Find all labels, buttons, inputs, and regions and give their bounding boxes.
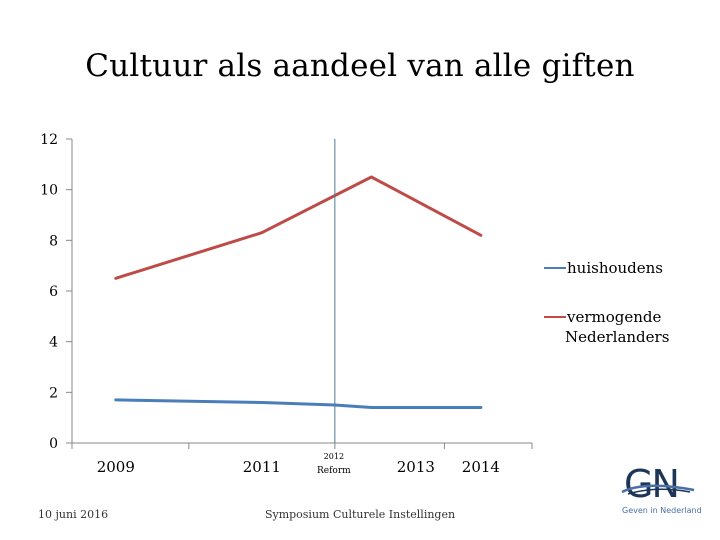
chart-series [114, 175, 483, 409]
slide-title: Cultuur als aandeel van alle giften [85, 48, 635, 84]
legend-label: vermogende Nederlanders [565, 308, 669, 346]
chart-legend: huishoudens vermogende Nederlanders [544, 259, 669, 346]
x-tick-label: 2013 [397, 458, 435, 476]
y-tick-label: 6 [49, 284, 58, 300]
logo-letters: GN [624, 462, 680, 506]
x-tick-label: 2014 [462, 458, 500, 476]
chart-annotation: 2012 Reform [317, 139, 351, 476]
logo-subtitle: Geven in Nederland [622, 506, 702, 515]
x-tick-label: 2009 [97, 458, 135, 476]
series-line-2 [114, 175, 483, 280]
y-tick-label: 0 [49, 436, 58, 452]
footer-date: 10 juni 2016 [38, 508, 109, 521]
y-tick-label: 12 [40, 132, 58, 148]
logo-swoosh-icon [621, 484, 695, 495]
chart-ticks: 0 2 4 6 8 10 12 2009 2011 2013 2014 [40, 132, 533, 476]
y-tick-label: 10 [40, 183, 58, 199]
y-tick-label: 2 [49, 385, 58, 401]
gn-logo: GN Geven in Nederland [618, 462, 702, 516]
y-tick-label: 8 [49, 233, 58, 249]
legend-label: huishoudens [567, 259, 663, 277]
x-tick-label: 2011 [243, 458, 281, 476]
series-line-1 [114, 398, 483, 409]
y-tick-label: 4 [49, 335, 58, 351]
reform-year-label: 2012 [324, 452, 344, 461]
footer-event: Symposium Culturele Instellingen [264, 508, 456, 521]
chart-axes [71, 139, 532, 444]
reform-label: Reform [317, 466, 351, 476]
